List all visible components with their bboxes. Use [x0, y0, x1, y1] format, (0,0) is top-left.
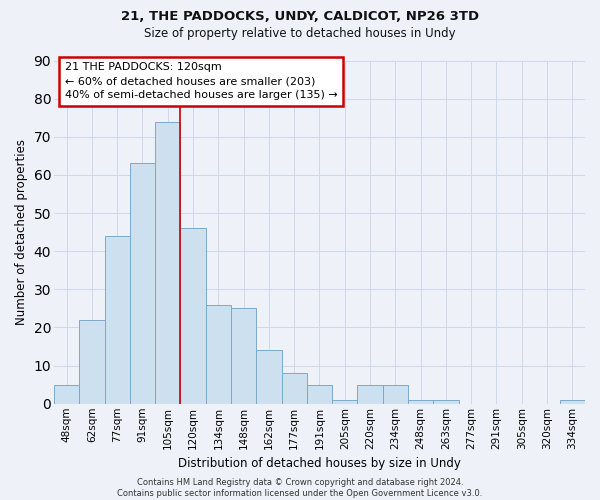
Text: Contains HM Land Registry data © Crown copyright and database right 2024.
Contai: Contains HM Land Registry data © Crown c… [118, 478, 482, 498]
Text: Size of property relative to detached houses in Undy: Size of property relative to detached ho… [144, 28, 456, 40]
Y-axis label: Number of detached properties: Number of detached properties [15, 139, 28, 325]
X-axis label: Distribution of detached houses by size in Undy: Distribution of detached houses by size … [178, 457, 461, 470]
Bar [130, 164, 155, 404]
Text: 21, THE PADDOCKS, UNDY, CALDICOT, NP26 3TD: 21, THE PADDOCKS, UNDY, CALDICOT, NP26 3… [121, 10, 479, 23]
Bar [408, 400, 433, 404]
Bar [307, 384, 332, 404]
Bar [256, 350, 281, 404]
Bar [383, 384, 408, 404]
Bar [332, 400, 358, 404]
Bar [358, 384, 383, 404]
Bar [433, 400, 458, 404]
Bar [181, 228, 206, 404]
Bar [206, 304, 231, 404]
Bar [79, 320, 104, 404]
Text: 21 THE PADDOCKS: 120sqm
← 60% of detached houses are smaller (203)
40% of semi-d: 21 THE PADDOCKS: 120sqm ← 60% of detache… [65, 62, 337, 100]
Bar [560, 400, 585, 404]
Bar [281, 374, 307, 404]
Bar [104, 236, 130, 404]
Bar [231, 308, 256, 404]
Bar [155, 122, 181, 404]
Bar [54, 384, 79, 404]
